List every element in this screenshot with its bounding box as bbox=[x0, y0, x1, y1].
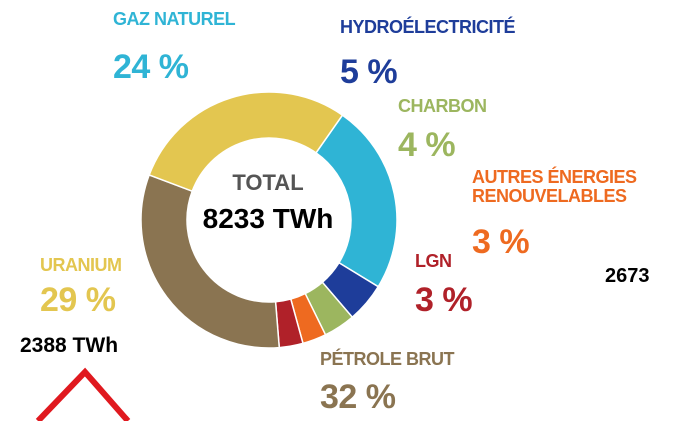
segment-value: 3 % bbox=[415, 281, 473, 319]
center-value: 8233 TWh bbox=[203, 203, 334, 234]
segment-value: 5 % bbox=[340, 53, 398, 91]
segment-value: 24 % bbox=[113, 48, 189, 86]
segment-name: GAZ NATUREL bbox=[113, 9, 236, 29]
donut-segment bbox=[314, 114, 398, 288]
red-marker bbox=[35, 367, 131, 421]
segment-name: PÉTROLE BRUT bbox=[320, 349, 455, 369]
donut-segment bbox=[140, 173, 281, 349]
segment-name: AUTRES ÉNERGIES RENOUVELABLES bbox=[472, 167, 637, 206]
donut-segment bbox=[148, 91, 344, 193]
center-label: TOTAL bbox=[232, 170, 303, 195]
segment-name: HYDROÉLECTRICITÉ bbox=[340, 17, 516, 37]
segment-value: 4 % bbox=[398, 126, 456, 164]
segment-name: LGN bbox=[415, 251, 452, 271]
segment-value: 32 % bbox=[320, 378, 396, 416]
segment-name: URANIUM bbox=[40, 255, 122, 275]
annotation: 2673 bbox=[605, 265, 650, 287]
segment-value: 29 % bbox=[40, 281, 116, 319]
annotation: 2388 TWh bbox=[20, 334, 118, 357]
segment-value: 3 % bbox=[472, 223, 530, 261]
segment-name: CHARBON bbox=[398, 96, 487, 116]
